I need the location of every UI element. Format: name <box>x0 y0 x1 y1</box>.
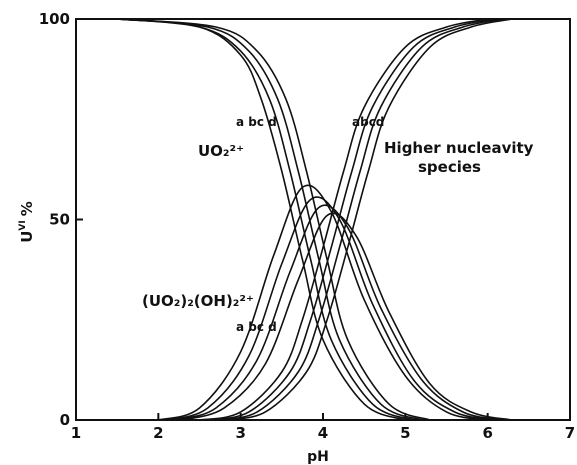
higher-nuclearity-curve-a <box>199 18 488 421</box>
higher-nuclearity-label-line2: species <box>418 158 481 176</box>
dimer-curve-a <box>158 184 488 421</box>
uo2-curve-c <box>117 18 423 421</box>
y-tick-label: 50 <box>49 211 70 229</box>
y-axis-label-unit: % <box>18 201 36 216</box>
dimer-curve-b <box>166 196 497 421</box>
dimer-species-label: (UO₂)₂(OH)₂²⁺ <box>142 292 254 310</box>
x-tick-label: 2 <box>153 424 163 442</box>
uo2-curve-a <box>117 18 406 421</box>
higher-nuclearity-label-line1: Higher nucleavity <box>384 139 534 157</box>
x-tick-label: 7 <box>565 424 575 442</box>
higher-nuclearity-curve-c <box>215 18 505 421</box>
higher-nuclearity-curve-b <box>207 18 497 421</box>
curve-group <box>117 18 513 421</box>
uo2-curve-b <box>117 18 414 421</box>
y-axis-label: UVI% <box>18 201 36 243</box>
dimer-curve-d <box>182 212 513 421</box>
uo2-species-label: UO₂²⁺ <box>198 142 244 160</box>
y-axis-label-symbol: U <box>18 231 36 243</box>
x-tick-label: 4 <box>318 424 328 442</box>
x-tick-label: 3 <box>235 424 245 442</box>
higher-nuclearity-curve-d <box>224 18 513 421</box>
y-axis-label-oxidation: VI <box>18 220 28 230</box>
x-tick-label: 6 <box>482 424 492 442</box>
x-axis-label: pH <box>307 449 329 465</box>
y-tick-label: 0 <box>60 411 70 429</box>
higher-nuclearity-curve-letters: abcd <box>352 115 384 129</box>
uo2-curve-d <box>117 18 431 421</box>
svg-text:UVI%: UVI% <box>18 201 36 243</box>
y-tick-label: 100 <box>39 10 70 28</box>
axis-ticks: 1 2 3 4 5 6 7 0 50 100 <box>39 10 576 442</box>
dimer-curve-letters: a bc d <box>236 320 277 334</box>
uo2-curve-letters: a bc d <box>236 115 277 129</box>
x-tick-label: 1 <box>71 424 81 442</box>
x-tick-label: 5 <box>400 424 410 442</box>
